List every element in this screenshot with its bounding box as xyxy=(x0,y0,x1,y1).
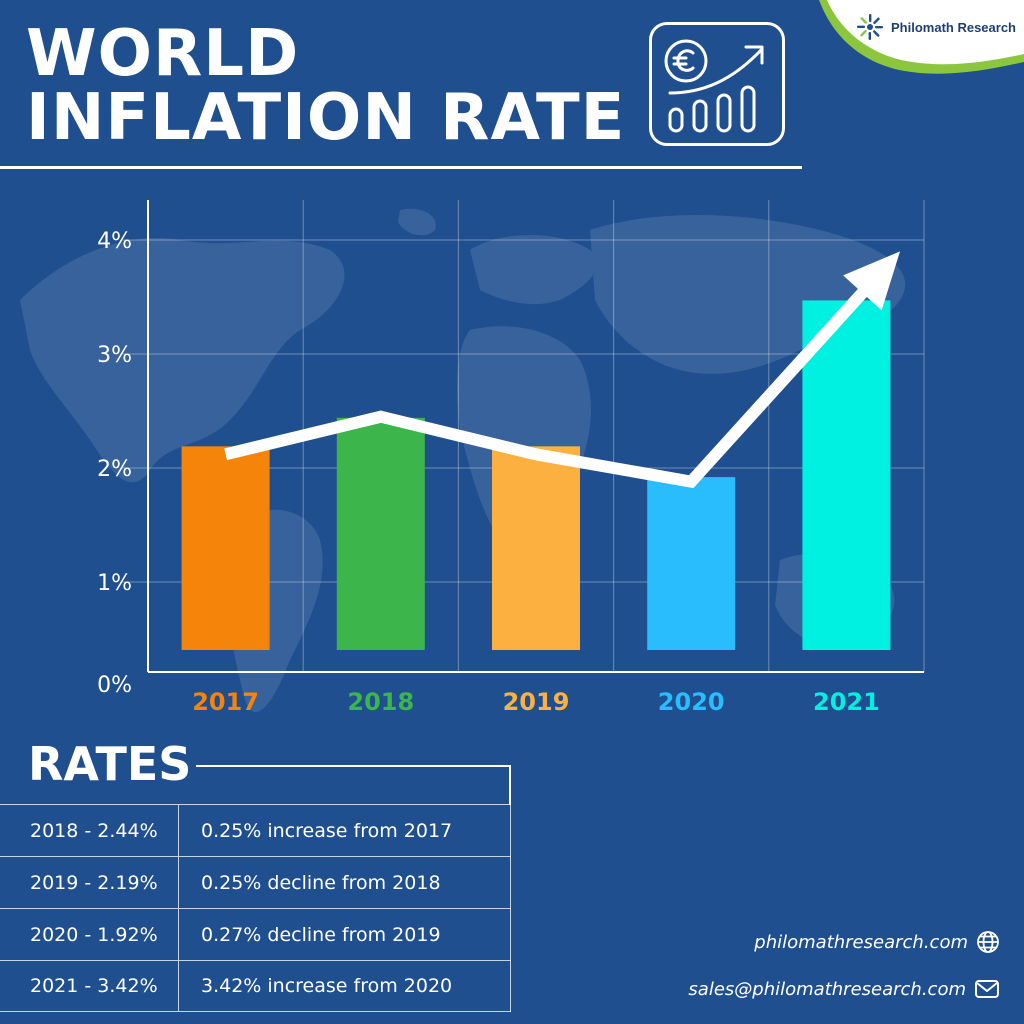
euro-growth-chart-icon xyxy=(649,22,785,146)
email-contact[interactable]: sales@philomathresearch.com xyxy=(688,978,1000,1000)
rate-cell: 2020 - 1.92% xyxy=(0,909,179,960)
y-tick-label: 4% xyxy=(97,229,132,254)
change-cell: 0.25% decline from 2018 xyxy=(201,871,441,894)
rates-title-rule xyxy=(196,765,510,767)
globe-icon xyxy=(977,931,999,953)
table-row: 2018 - 2.44% 0.25% increase from 2017 xyxy=(0,804,511,856)
title-line-1: WORLD xyxy=(26,17,300,91)
trend-arrowhead xyxy=(843,251,900,311)
bar-2019 xyxy=(492,446,580,650)
change-cell: 3.42% increase from 2020 xyxy=(201,975,453,997)
brand-name: Philomath Research xyxy=(891,19,1016,35)
rates-title-rule-vertical xyxy=(509,765,511,805)
y-tick-label: 1% xyxy=(97,571,132,596)
rate-cell: 2018 - 2.44% xyxy=(0,805,179,856)
bar-2020 xyxy=(647,477,736,650)
change-cell: 0.27% decline from 2019 xyxy=(201,923,441,946)
table-row: 2020 - 1.92% 0.27% decline from 2019 xyxy=(0,908,511,960)
x-tick-label: 2020 xyxy=(658,688,725,716)
title-line-2: INFLATION RATE xyxy=(26,81,626,155)
rates-title: RATES xyxy=(28,737,192,791)
brand-logo: Philomath Research xyxy=(855,12,1016,42)
y-tick-label: 0% xyxy=(97,673,132,698)
rate-cell: 2021 - 3.42% xyxy=(0,961,179,1011)
rates-table: 2018 - 2.44% 0.25% increase from 2017 20… xyxy=(0,804,511,1012)
envelope-icon xyxy=(975,980,999,998)
title-divider xyxy=(0,166,802,169)
rate-cell: 2019 - 2.19% xyxy=(0,857,179,908)
bar-2017 xyxy=(181,446,270,650)
x-tick-label: 2021 xyxy=(813,688,880,716)
change-cell: 0.25% increase from 2017 xyxy=(201,819,453,842)
x-tick-label: 2017 xyxy=(192,688,259,716)
inflation-bar-chart: 0% 1% 2% 3% 4% 2017 2018 2019 2020 2021 xyxy=(97,200,925,716)
x-tick-label: 2019 xyxy=(503,688,570,716)
trend-line xyxy=(224,284,871,489)
table-row: 2019 - 2.19% 0.25% decline from 2018 xyxy=(0,856,511,908)
website-contact[interactable]: philomathresearch.com xyxy=(754,930,1000,954)
y-tick-label: 2% xyxy=(97,457,132,482)
philomath-flower-logo xyxy=(857,14,883,40)
table-row: 2021 - 3.42% 3.42% increase from 2020 xyxy=(0,960,511,1012)
y-tick-label: 3% xyxy=(97,343,132,368)
bar-2021 xyxy=(802,300,891,650)
email-link[interactable]: sales@philomathresearch.com xyxy=(688,978,966,1000)
bar-2018 xyxy=(336,417,425,650)
x-tick-label: 2018 xyxy=(347,688,414,716)
page-title: WORLD INFLATION RATE xyxy=(26,22,625,150)
website-link[interactable]: philomathresearch.com xyxy=(754,931,968,953)
